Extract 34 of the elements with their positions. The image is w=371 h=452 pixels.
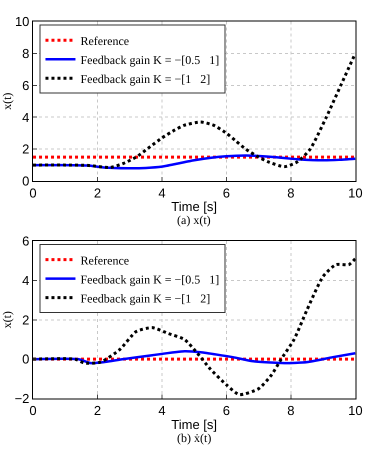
legend-label: Reference <box>80 34 130 48</box>
y-tick-label: 10 <box>14 14 30 30</box>
x-axis-title: Time [s] <box>171 416 218 432</box>
x-tick-label: 10 <box>348 186 363 201</box>
text: (a) x(t) <box>177 213 211 227</box>
x-tick-label: 10 <box>348 403 363 418</box>
y-tick-label: 4 <box>22 272 30 288</box>
x-tick-label: 4 <box>158 186 166 201</box>
y-tick-label: 0 <box>22 174 30 189</box>
x-tick-label: 8 <box>287 186 294 201</box>
x-tick-label: 8 <box>287 403 294 418</box>
y-tick-label: 4 <box>22 110 30 125</box>
y-tick-label: 0 <box>22 352 30 367</box>
x-tick-label: 6 <box>222 403 230 418</box>
y-tick-label: 2 <box>22 142 30 157</box>
legend-label: Feedback gain K = −[0.5 1] <box>80 52 220 67</box>
line-series <box>33 350 356 364</box>
y-tick-label: −2 <box>14 391 30 406</box>
x-axis-title: Time [s] <box>171 199 218 214</box>
legend-label: Feedback gain K = −[1 2] <box>80 72 210 86</box>
y-tick-label: 6 <box>22 78 30 93</box>
y-axis-title: x(t) <box>0 92 14 110</box>
legend-label: Reference <box>80 253 130 268</box>
x-tick-label: 2 <box>94 186 102 201</box>
y-tick-label: 6 <box>22 234 30 249</box>
x-tick-label: 2 <box>94 403 102 418</box>
x-tick-label: 4 <box>158 403 166 418</box>
text: (b) ẋ(t) <box>177 431 212 445</box>
x-tick-label: 6 <box>222 186 230 201</box>
legend-label: Feedback gain K = −[0.5 1] <box>80 272 220 286</box>
legend-label: Feedback gain K = −[1 2] <box>80 291 210 306</box>
y-axis-title: x(t) <box>0 311 14 328</box>
y-tick-label: 2 <box>22 312 30 328</box>
y-tick-label: 8 <box>22 46 30 61</box>
